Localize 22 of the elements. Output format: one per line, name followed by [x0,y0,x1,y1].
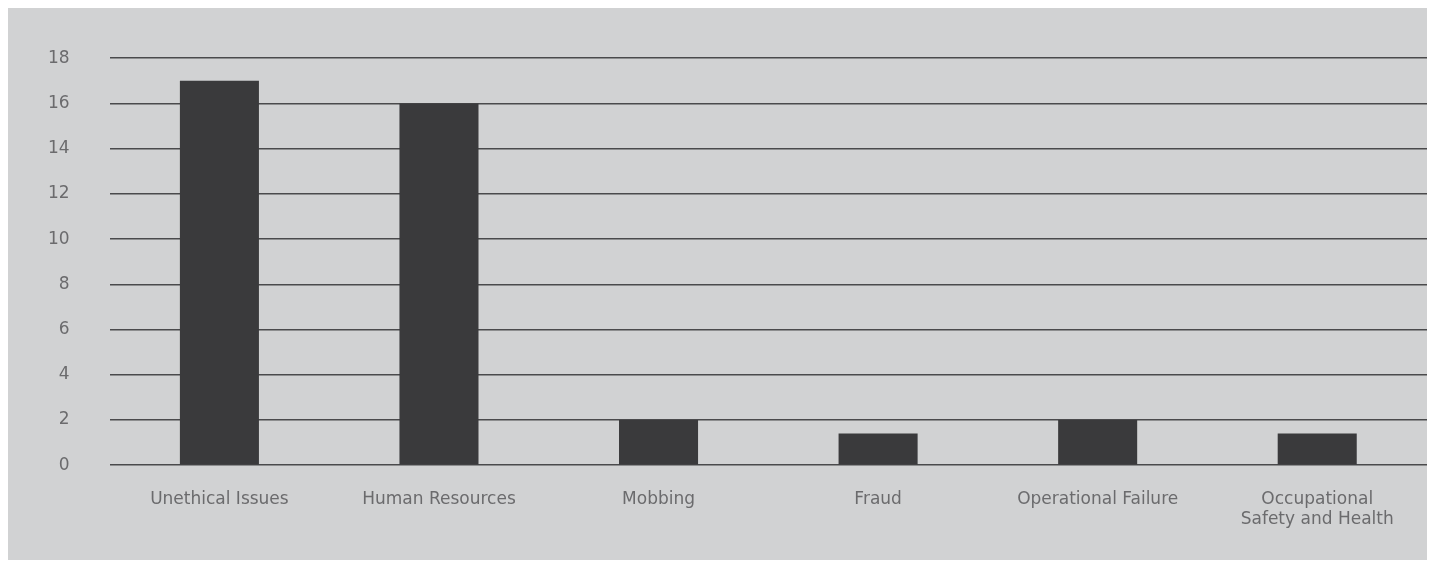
x-tick-label: Fraud [854,487,902,508]
bar [838,433,918,465]
bar [1277,433,1357,465]
y-tick-label: 10 [47,227,70,248]
y-tick-label: 0 [58,453,70,474]
y-tick-label: 4 [58,363,70,384]
y-tick-label: 8 [58,272,70,293]
x-tick-label: Operational Failure [1017,487,1179,508]
y-tick-label: 2 [58,408,70,429]
bar [1058,419,1138,465]
y-tick-label: 14 [47,137,70,158]
y-tick-label: 12 [47,182,70,203]
y-tick-label: 16 [47,91,70,112]
y-tick-label: 6 [58,317,70,338]
x-tick-label: Unethical Issues [150,487,289,508]
x-tick-label: Mobbing [622,487,696,508]
bar [399,103,479,465]
bar [619,419,699,465]
bar [179,80,259,465]
x-tick-label: Human Resources [362,487,516,508]
x-tick-label: Occupational Safety and Health [1240,487,1394,529]
y-tick-label: 18 [47,46,70,67]
